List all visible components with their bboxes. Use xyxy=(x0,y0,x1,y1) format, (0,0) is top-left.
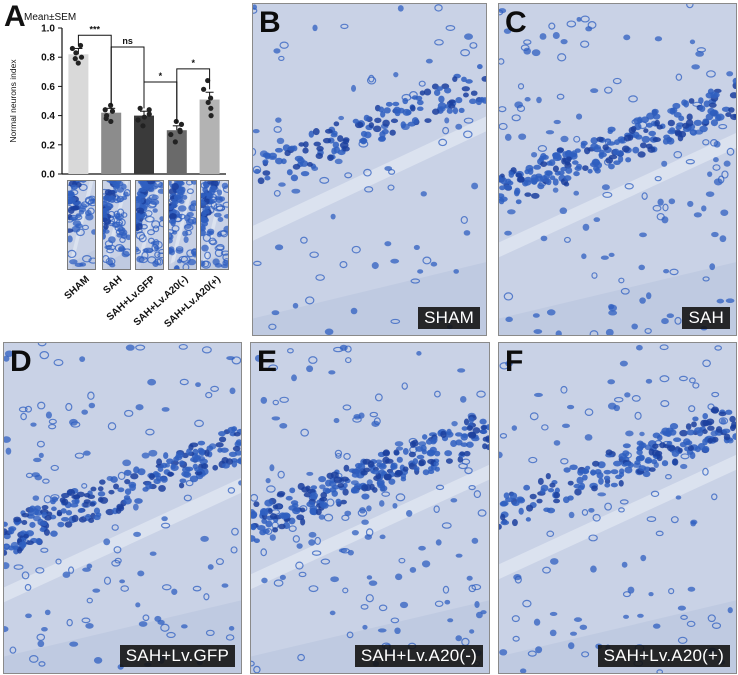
thumbnail-sah-lv-gfp xyxy=(135,180,164,270)
data-point xyxy=(177,129,183,135)
x-tick-label: SAH+Lv.A20(+) xyxy=(162,274,223,331)
y-tick-label: 0.2 xyxy=(41,140,55,151)
y-tick-label: 0.0 xyxy=(41,170,55,181)
group-label-sah-lv-gfp: SAH+Lv.GFP xyxy=(119,645,235,667)
y-tick-label: 0.4 xyxy=(41,111,55,122)
bar xyxy=(166,130,187,174)
x-tick-label: SAH xyxy=(101,274,125,297)
panel-letter-d: D xyxy=(10,345,32,378)
data-point xyxy=(103,115,109,122)
panel-letter-c: C xyxy=(505,6,527,39)
significance-bracket xyxy=(176,68,211,123)
y-tick-label: 0.6 xyxy=(41,82,55,93)
significance-label: * xyxy=(159,71,163,81)
panel-letter-e: E xyxy=(257,345,278,378)
micrograph-sah: C SAH xyxy=(498,3,737,336)
group-label-sah-lv-a20-neg: SAH+Lv.A20(-) xyxy=(354,645,483,667)
y-tick-label: 1.0 xyxy=(41,24,55,35)
data-point xyxy=(173,118,179,125)
data-point xyxy=(205,99,211,106)
data-point xyxy=(146,107,152,113)
data-point xyxy=(168,131,174,138)
group-label-sham: SHAM xyxy=(418,307,480,329)
data-point xyxy=(102,107,108,113)
bar xyxy=(199,99,220,174)
significance-label: ns xyxy=(122,36,133,46)
micrograph-sah-lv-a20-pos: F SAH+Lv.A20(+) xyxy=(498,342,737,674)
data-point xyxy=(135,117,141,123)
data-point xyxy=(178,121,185,127)
bar xyxy=(134,115,154,174)
data-point xyxy=(69,45,76,52)
data-point xyxy=(108,102,114,108)
panel-letter-a: A xyxy=(4,0,26,33)
data-point xyxy=(137,105,143,111)
data-point xyxy=(201,86,207,92)
significance-label: *** xyxy=(90,24,101,34)
thumbnail-sah xyxy=(102,180,131,270)
thumbnail-sah-lv-a20-pos xyxy=(200,180,229,270)
micrograph-sham: B SHAM xyxy=(252,3,487,336)
panel-letter-b: B xyxy=(259,6,281,39)
data-point xyxy=(208,113,214,119)
thumbnail-sham xyxy=(67,180,96,270)
thumbnail-sah-lv-a20-neg xyxy=(168,180,197,270)
data-point xyxy=(108,118,114,125)
group-label-sah: SAH xyxy=(682,307,730,329)
data-point xyxy=(109,108,116,114)
data-point xyxy=(77,42,84,49)
data-point xyxy=(78,54,85,60)
y-axis-label: Normal neurons index xyxy=(8,59,18,143)
micrograph-sah-lv-gfp: D SAH+Lv.GFP xyxy=(3,342,242,674)
data-point xyxy=(146,111,152,117)
significance-label: * xyxy=(191,58,195,68)
bar xyxy=(101,112,122,174)
data-point xyxy=(75,60,81,66)
data-point xyxy=(208,95,214,101)
panel-a: A 0.0 0.2 0.4 0.6 0.8 1.0 Normal neurons index… xyxy=(0,0,240,340)
data-point xyxy=(72,56,78,62)
y-tick-label: 0.8 xyxy=(41,53,55,64)
group-label-sah-lv-a20-pos: SAH+Lv.A20(+) xyxy=(597,645,730,667)
data-point xyxy=(172,139,178,145)
significance-bracket xyxy=(110,46,145,109)
bar xyxy=(68,54,89,174)
x-tick-label: SHAM xyxy=(62,274,92,302)
data-point xyxy=(208,105,214,111)
data-point xyxy=(141,114,147,120)
data-point xyxy=(140,123,146,129)
micrograph-sah-lv-a20-neg: E SAH+Lv.A20(-) xyxy=(250,342,490,674)
bar-chart: 0.0 0.2 0.4 0.6 0.8 1.0 Normal neurons index Me… xyxy=(8,12,226,181)
data-point xyxy=(73,50,79,56)
panel-letter-f: F xyxy=(505,345,524,378)
mean-sem-note: Mean±SEM xyxy=(24,12,76,23)
data-point xyxy=(205,77,211,84)
